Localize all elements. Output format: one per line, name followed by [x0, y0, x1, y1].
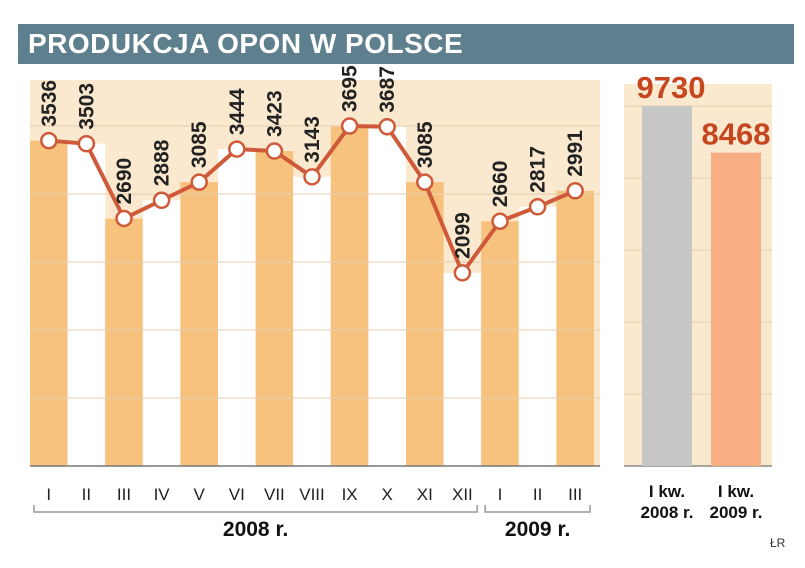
year-bracket [33, 505, 478, 513]
monthly-column [30, 140, 68, 466]
month-tick-label: VIII [299, 485, 325, 504]
monthly-point [340, 117, 359, 135]
chart-title: PRODUKCJA OPON W POLSCE [28, 28, 464, 59]
monthly-value-label: 3536 [38, 80, 61, 127]
title-bar: PRODUKCJA OPON W POLSCE [18, 24, 794, 64]
monthly-value-label: 2099 [451, 212, 474, 259]
monthly-point [453, 264, 472, 282]
monthly-column [255, 151, 294, 466]
monthly-point [115, 209, 133, 228]
monthly-value-label: 3085 [414, 121, 437, 168]
monthly-value-label: 3423 [263, 90, 286, 137]
month-tick-label: IV [154, 485, 171, 504]
month-tick-label: V [194, 485, 206, 504]
monthly-column [368, 126, 406, 467]
year-bracket [484, 505, 591, 513]
monthly-value-label: 2817 [527, 146, 550, 193]
monthly-point [77, 134, 96, 153]
quarterly-category-label: I kw. [718, 482, 754, 501]
monthly-value-label: 3687 [376, 66, 399, 113]
month-tick-label: II [533, 485, 542, 504]
quarterly-value-label: 8468 [702, 117, 771, 152]
monthly-column [406, 182, 444, 466]
year-label: 2009 r. [505, 518, 570, 541]
credit-initials: ŁR [770, 536, 786, 550]
quarterly-category-label: 2009 r. [710, 503, 763, 522]
monthly-value-label: 3143 [301, 116, 324, 163]
month-tick-label: X [382, 485, 393, 504]
quarterly-category-label: 2008 r. [641, 503, 694, 522]
monthly-value-label: 2660 [489, 161, 512, 208]
month-tick-label: XII [452, 485, 473, 504]
quarterly-bars [642, 105, 761, 467]
month-tick-label: VII [264, 485, 285, 504]
monthly-value-label: 2991 [564, 130, 587, 177]
monthly-column [218, 149, 256, 466]
monthly-column [180, 182, 218, 466]
monthly-point [40, 131, 58, 150]
monthly-value-label: 3085 [188, 121, 211, 168]
month-tick-label: VI [229, 485, 245, 504]
monthly-value-labels: 3536 3503 2690 2888 3085 3444 3423 3143 3695 3687… [38, 65, 587, 259]
quarterly-bar [642, 105, 692, 467]
monthly-point [416, 173, 434, 191]
monthly-column [142, 200, 181, 466]
monthly-column [105, 218, 143, 466]
monthly-points [40, 117, 584, 282]
monthly-point [528, 198, 547, 216]
month-tick-label: I [498, 485, 503, 504]
quarterly-category-label: I kw. [649, 482, 685, 501]
quarterly-labels: 9730 I kw. 2008 r. 8468 I kw. 2009 r. [637, 70, 771, 522]
monthly-column [481, 221, 519, 466]
monthly-column [330, 126, 369, 466]
monthly-point [303, 168, 321, 186]
monthly-point [566, 182, 584, 200]
monthly-point [228, 140, 246, 158]
month-tick-label: XI [417, 485, 433, 504]
month-tick-label: III [117, 485, 131, 504]
monthly-value-label: 2690 [113, 158, 136, 205]
monthly-value-label: 3503 [75, 83, 98, 130]
monthly-value-label: 3695 [339, 65, 362, 112]
quarterly-bar [711, 152, 761, 466]
quarterly-value-label: 9730 [637, 70, 706, 105]
monthly-gridlines [30, 125, 600, 399]
monthly-column [556, 190, 594, 467]
monthly-point [152, 191, 171, 210]
year-label: 2008 r. [223, 518, 288, 541]
monthly-column [67, 143, 106, 467]
monthly-column [443, 272, 482, 466]
monthly-value-label: 3444 [226, 88, 249, 135]
monthly-point [190, 173, 208, 191]
monthly-point [265, 142, 284, 160]
monthly-point [491, 212, 509, 231]
monthly-value-label: 2888 [151, 139, 174, 186]
monthly-point [378, 118, 396, 136]
month-tick-label: IX [342, 485, 358, 504]
monthly-column [293, 176, 331, 467]
month-tick-label: II [82, 485, 91, 504]
month-tick-label: III [568, 485, 582, 504]
monthly-columns [30, 126, 594, 467]
month-tick-label: I [46, 485, 51, 504]
monthly-column [518, 206, 557, 466]
